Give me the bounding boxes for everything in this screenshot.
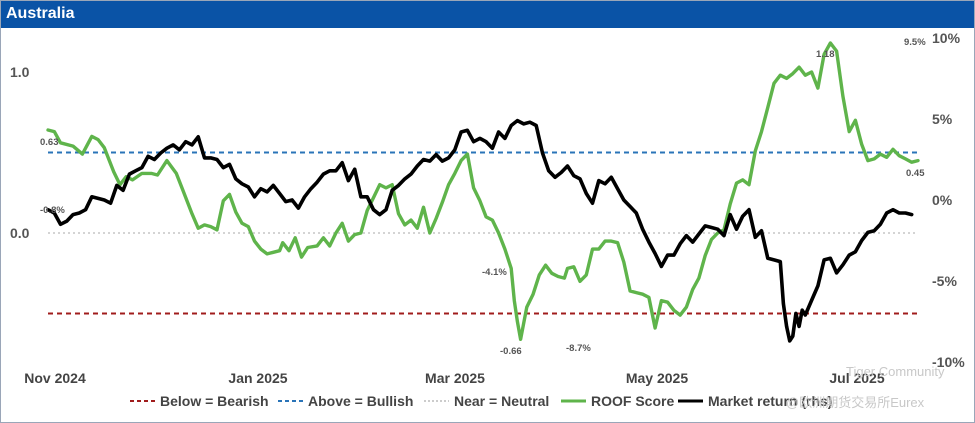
data-label: -8.7%	[566, 343, 591, 354]
market-return-line	[46, 118, 914, 343]
y-right-tick-label: -5%	[932, 273, 957, 289]
data-label: 9.5%	[904, 37, 926, 48]
legend-label: Below = Bearish	[160, 393, 269, 409]
watermark-line2: @欧洲期货交易所Eurex	[786, 395, 925, 410]
y-right-tick-label: 5%	[932, 111, 953, 127]
legend-label: Market return (rhs)	[708, 393, 832, 409]
x-tick-label: Mar 2025	[425, 370, 485, 386]
x-tick-label: Nov 2024	[24, 370, 86, 386]
data-label: -0.8%	[40, 205, 65, 216]
y-left-tick-label: 0.0	[10, 225, 30, 241]
watermark-line1: Tiger Community	[846, 364, 945, 379]
data-label: -0.66	[500, 346, 522, 357]
data-label: 1.18	[816, 49, 835, 60]
legend-label: ROOF Score	[591, 393, 674, 409]
x-tick-label: May 2025	[626, 370, 688, 386]
title-bar: Australia	[1, 1, 974, 28]
x-tick-label: Jan 2025	[228, 370, 287, 386]
legend-label: Above = Bullish	[308, 393, 413, 409]
y-right-tick-label: 0%	[932, 192, 953, 208]
legend-label: Near = Neutral	[454, 393, 549, 409]
roof-score-line	[46, 41, 920, 341]
chart-title: Australia	[6, 5, 75, 22]
data-label: 0.45	[906, 168, 925, 179]
y-right-tick-label: 10%	[932, 30, 961, 46]
data-label: -4.1%	[482, 267, 507, 278]
x-tick-label: Jul 2025	[829, 370, 884, 386]
y-left-tick-label: 1.0	[10, 64, 30, 80]
data-label: 0.63	[40, 137, 59, 148]
y-right-tick-label: -10%	[932, 354, 965, 370]
